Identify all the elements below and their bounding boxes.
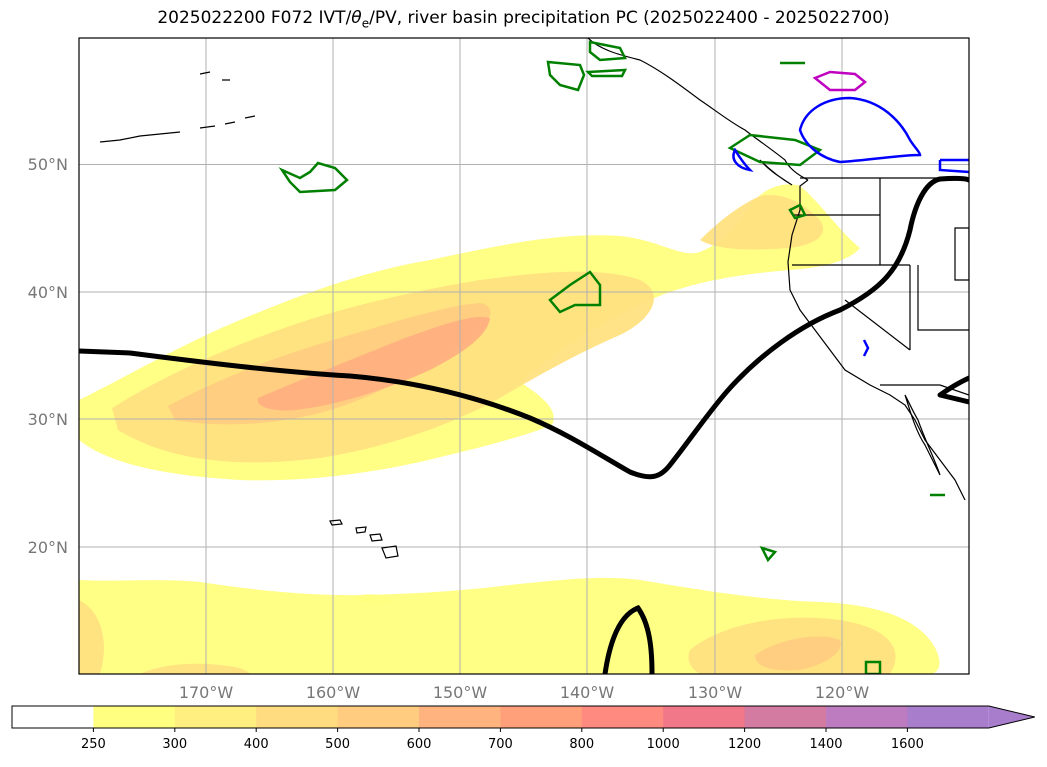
ivt-band-500 (257, 316, 490, 411)
colorbar-segment (256, 706, 339, 728)
lat-label-30: 30°N (28, 410, 68, 429)
colorbar-segment (419, 706, 501, 728)
colorbar-tick-label: 700 (488, 737, 513, 752)
state-borders (792, 178, 969, 351)
ivt-band-south-2 (79, 600, 104, 674)
colorbar-tick-label: 1600 (891, 737, 924, 752)
precip-green-contours (278, 40, 945, 674)
hawaii-islands (329, 519, 399, 559)
pv-contour (79, 175, 969, 674)
lat-labels: 50°N 40°N 30°N 20°N (28, 155, 68, 557)
lon-label-130w: 130°W (688, 683, 743, 702)
colorbar-tick-label: 600 (407, 737, 432, 752)
colorbar-tick-label: 800 (569, 737, 594, 752)
lon-label-150w: 150°W (433, 683, 488, 702)
lat-label-40: 40°N (28, 283, 68, 302)
colorbar-segment (337, 706, 420, 728)
ivt-band-south-4 (755, 636, 841, 671)
colorbar-segment (744, 706, 827, 728)
lon-label-170w: 170°W (179, 683, 234, 702)
colorbar-extend-arrow (988, 706, 1035, 728)
baja-california (904, 394, 941, 476)
alaska-coast (587, 38, 809, 181)
lon-labels: 170°W 160°W 150°W 140°W 130°W 120°W (179, 683, 870, 702)
ivt-blob-small (352, 594, 390, 604)
mexico-border (880, 384, 969, 396)
colorbar-segment (581, 706, 664, 728)
colorbar-segment (826, 706, 908, 728)
map-frame (78, 37, 970, 675)
colorbar-tick-label: 400 (244, 737, 269, 752)
colorbar-tick-label: 1200 (728, 737, 761, 752)
colorbar-segment (907, 706, 989, 728)
gridlines (79, 38, 969, 674)
ivt-shading (79, 184, 940, 674)
aleutian-islands-2 (199, 71, 230, 81)
colorbar-tick-label: 300 (162, 737, 187, 752)
lon-label-160w: 160°W (306, 683, 361, 702)
ivt-band-south-5 (140, 663, 250, 674)
precip-magenta-contours (812, 70, 868, 92)
colorbar: 250 300 400 500 600 700 800 1000 1200 1400 1600 (11, 705, 1035, 752)
colorbar-outline (11, 705, 1035, 729)
precip-blue-contours (732, 96, 969, 357)
lon-label-140w: 140°W (560, 683, 615, 702)
lat-label-20: 20°N (28, 538, 68, 557)
aleutian-islands (99, 115, 256, 143)
chart-title: 2025022200 F072 IVT/θe/PV, river basin p… (157, 8, 890, 31)
lon-label-120w: 120°W (815, 683, 870, 702)
colorbar-tick-label: 250 (81, 737, 106, 752)
colorbar-segment (174, 706, 257, 728)
colorbar-tick-label: 1400 (809, 737, 842, 752)
ivt-band-400 (168, 303, 491, 425)
coastlines (99, 38, 969, 559)
colorbar-tick-label: 1000 (647, 737, 680, 752)
colorbar-segment (500, 706, 583, 728)
colorbar-under (12, 706, 94, 728)
vancouver-island (759, 159, 793, 186)
colorbar-segment (663, 706, 746, 728)
colorbar-segment (93, 706, 176, 728)
colorbar-tick-label: 500 (325, 737, 350, 752)
lat-label-50: 50°N (28, 155, 68, 174)
